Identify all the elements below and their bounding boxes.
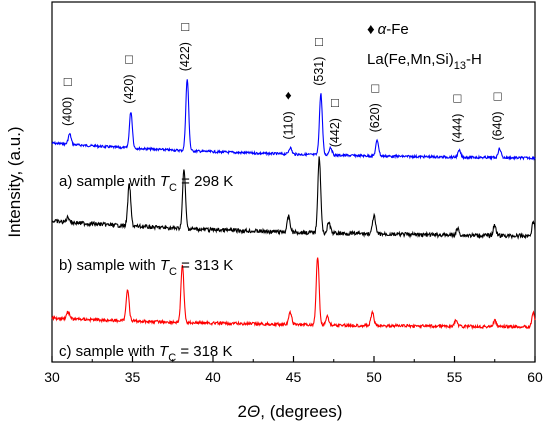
peak-index-label: (444): [450, 114, 464, 143]
x-tick-label: 30: [44, 369, 60, 385]
x-tick-label: 45: [286, 369, 302, 385]
peak-index-label: (422): [178, 42, 192, 71]
annotation-group: a) sample with TC = 298 K b) sample with …: [59, 19, 505, 364]
series-label: b) sample with TC = 313 K: [59, 257, 233, 278]
peak-index-label: (531): [312, 57, 326, 86]
peak-marker: □: [125, 52, 133, 67]
series-line: [51, 156, 536, 240]
peak-index-label: (640): [491, 111, 505, 140]
peak-marker: □: [494, 89, 502, 104]
series-line: [51, 257, 536, 330]
legend-phase: La(Fe,Mn,Si)13-H: [367, 51, 482, 72]
peak-marker: □: [371, 80, 379, 95]
peak-marker: □: [453, 91, 461, 106]
x-tick-label: 40: [205, 369, 221, 385]
peak-index-label: (442): [328, 118, 342, 147]
legend-alpha-fe: ♦ α-Fe: [367, 21, 409, 38]
x-axis-title: 2Θ, (degrees): [238, 402, 343, 421]
x-tick-label: 50: [366, 369, 382, 385]
series-line: [51, 79, 536, 161]
x-tick-label: 35: [125, 369, 141, 385]
series-label: c) sample with TC = 318 K: [59, 343, 232, 364]
y-axis-title: Intensity, (a.u.): [5, 126, 24, 237]
x-tick-label: 60: [527, 369, 543, 385]
peak-index-label: (620): [368, 103, 382, 132]
peak-marker: □: [64, 74, 72, 89]
peak-marker: □: [331, 95, 339, 110]
peak-index-label: (420): [122, 75, 136, 104]
peak-index-label: (110): [281, 111, 295, 139]
series-group: [51, 79, 536, 330]
peak-marker: ♦: [285, 88, 292, 103]
x-tick-label: 55: [447, 369, 463, 385]
x-axis-ticks: 30 35 40 45 50 55 60: [44, 356, 543, 385]
peak-marker: □: [181, 19, 189, 34]
series-label: a) sample with TC = 298 K: [59, 173, 233, 194]
peak-marker: □: [315, 34, 323, 49]
peak-index-label: (400): [61, 97, 75, 126]
